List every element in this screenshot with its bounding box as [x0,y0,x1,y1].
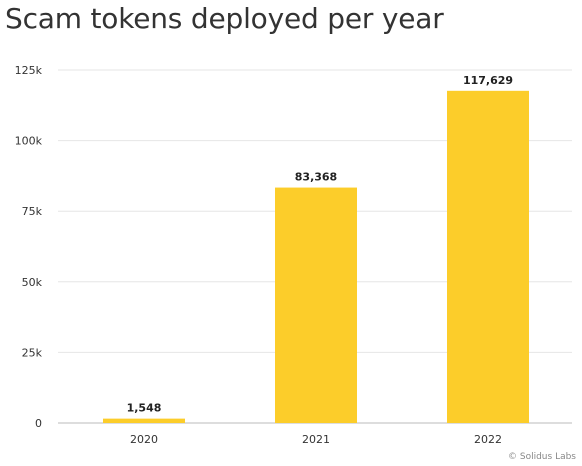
bar-2020[interactable] [103,418,185,423]
data-label-2022: 117,629 [463,74,513,87]
x-tick-label: 2022 [474,433,502,446]
data-label-2021: 83,368 [295,171,337,184]
y-tick-label: 100k [15,135,43,148]
x-tick-label: 2021 [302,433,330,446]
bar-2021[interactable] [275,187,357,423]
bars [103,90,529,423]
source-credit: © Solidus Labs [508,452,576,462]
x-axis-ticks: 2020 2021 2022 [130,433,502,446]
x-tick-label: 2020 [130,433,158,446]
bar-2022[interactable] [447,90,529,423]
data-label-2020: 1,548 [127,402,162,415]
y-tick-label: 50k [22,276,43,289]
data-labels: 1,548 83,368 117,629 [127,74,513,415]
y-tick-label: 125k [15,64,43,77]
chart-title: Scam tokens deployed per year [5,2,444,35]
y-axis-ticks: 0 25k 50k 75k 100k 125k [15,64,43,430]
y-tick-label: 25k [22,346,43,359]
y-tick-label: 0 [35,417,42,430]
y-tick-label: 75k [22,205,43,218]
